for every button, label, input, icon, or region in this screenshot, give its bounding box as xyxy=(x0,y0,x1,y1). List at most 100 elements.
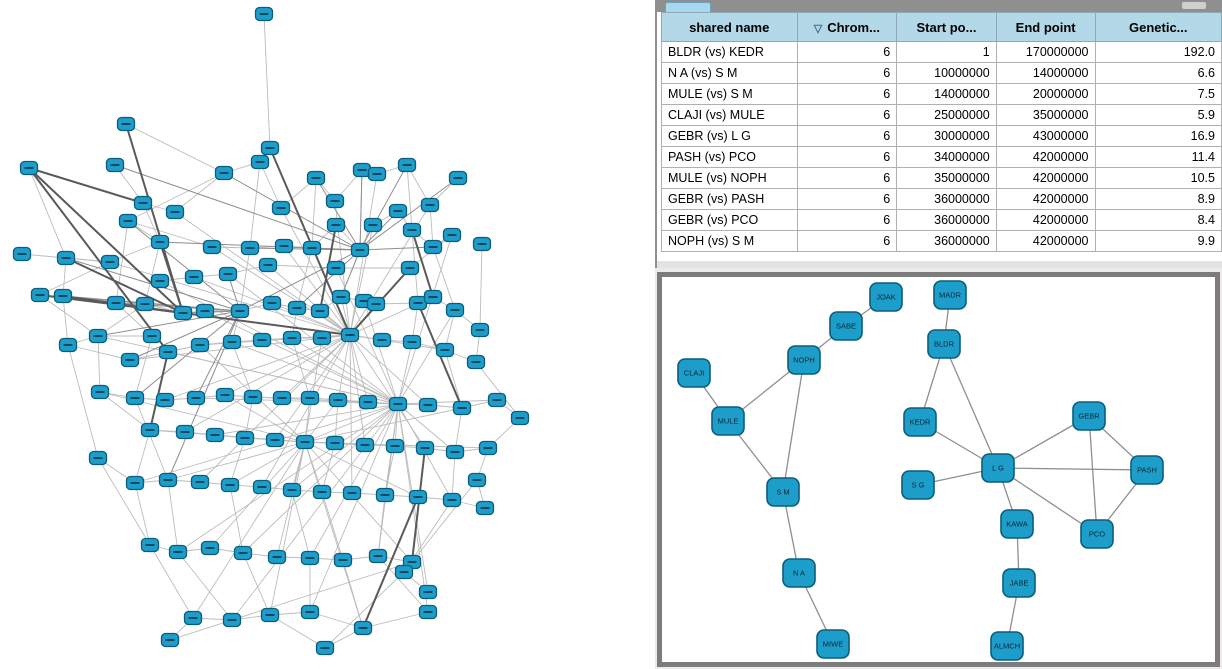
table-cell[interactable]: 36000000 xyxy=(896,230,997,252)
node-shape[interactable] xyxy=(1130,455,1164,485)
node-s-m[interactable]: S M xyxy=(766,477,800,507)
network-node[interactable] xyxy=(265,432,285,448)
node-shape[interactable] xyxy=(782,558,816,588)
network-node[interactable] xyxy=(472,236,492,252)
network-node[interactable] xyxy=(220,477,240,493)
network-node[interactable] xyxy=(190,474,210,490)
network-node[interactable] xyxy=(420,197,440,213)
network-node[interactable] xyxy=(140,537,160,553)
table-cell[interactable]: 35000000 xyxy=(995,104,1096,126)
network-node[interactable] xyxy=(120,352,140,368)
node-noph[interactable]: NOPH xyxy=(787,345,821,375)
network-node[interactable] xyxy=(135,296,155,312)
table-cell[interactable]: 9.9 xyxy=(1094,230,1222,252)
network-node[interactable] xyxy=(133,195,153,211)
node-kawa[interactable]: KAWA xyxy=(1000,509,1034,539)
network-node[interactable] xyxy=(30,287,50,303)
network-node[interactable] xyxy=(150,273,170,289)
network-node[interactable] xyxy=(125,475,145,491)
table-tab-fragment[interactable] xyxy=(665,2,711,12)
network-node[interactable] xyxy=(418,584,438,600)
network-node[interactable] xyxy=(262,295,282,311)
node-shape[interactable] xyxy=(829,311,863,341)
scrollbar-thumb[interactable] xyxy=(1182,2,1206,9)
network-node[interactable] xyxy=(200,540,220,556)
network-node[interactable] xyxy=(218,266,238,282)
network-node[interactable] xyxy=(267,549,287,565)
network-node[interactable] xyxy=(252,332,272,348)
table-cell[interactable]: 10.5 xyxy=(1094,167,1222,189)
table-cell[interactable]: 42000000 xyxy=(995,230,1096,252)
node-shape[interactable] xyxy=(711,406,745,436)
network-node[interactable] xyxy=(372,332,392,348)
node-pco[interactable]: PCO xyxy=(1080,519,1114,549)
network-node[interactable] xyxy=(155,392,175,408)
network-node[interactable] xyxy=(415,440,435,456)
network-node[interactable] xyxy=(400,260,420,276)
table-cell[interactable]: 6 xyxy=(796,230,898,252)
table-cell[interactable]: 20000000 xyxy=(995,83,1096,105)
network-node[interactable] xyxy=(184,269,204,285)
table-cell[interactable]: 8.4 xyxy=(1094,209,1222,231)
network-node[interactable] xyxy=(487,392,507,408)
network-node[interactable] xyxy=(158,344,178,360)
network-node[interactable] xyxy=(375,487,395,503)
network-node[interactable] xyxy=(342,485,362,501)
network-node[interactable] xyxy=(510,410,530,426)
node-gebr[interactable]: GEBR xyxy=(1072,401,1106,431)
network-node[interactable] xyxy=(222,612,242,628)
table-cell[interactable]: 16.9 xyxy=(1094,125,1222,147)
network-node[interactable] xyxy=(100,254,120,270)
table-cell[interactable]: PASH (vs) PCO xyxy=(661,146,798,168)
network-node[interactable] xyxy=(214,165,234,181)
table-cell[interactable]: 25000000 xyxy=(896,104,997,126)
network-node[interactable] xyxy=(287,300,307,316)
network-node[interactable] xyxy=(331,289,351,305)
table-row[interactable]: BLDR (vs) KEDR 6 1 170000000 192.0 xyxy=(661,41,1222,63)
table-cell[interactable]: MULE (vs) NOPH xyxy=(661,167,798,189)
network-node[interactable] xyxy=(12,246,32,262)
network-node[interactable] xyxy=(368,548,388,564)
node-shape[interactable] xyxy=(816,629,850,659)
network-node[interactable] xyxy=(467,472,487,488)
node-n-a[interactable]: N A xyxy=(782,558,816,588)
network-node[interactable] xyxy=(423,239,443,255)
node-claji[interactable]: CLAJI xyxy=(677,358,711,388)
node-shape[interactable] xyxy=(901,470,935,500)
node-kedr[interactable]: KEDR xyxy=(903,407,937,437)
node-pash[interactable]: PASH xyxy=(1130,455,1164,485)
table-row[interactable]: MULE (vs) NOPH 6 35000000 42000000 10.5 xyxy=(661,167,1222,189)
network-node[interactable] xyxy=(202,239,222,255)
table-cell[interactable]: 8.9 xyxy=(1094,188,1222,210)
network-node[interactable] xyxy=(394,564,414,580)
table-row[interactable]: GEBR (vs) PASH 6 36000000 42000000 8.9 xyxy=(661,188,1222,210)
node-bldr[interactable]: BLDR xyxy=(927,329,961,359)
network-node[interactable] xyxy=(442,227,462,243)
network-node[interactable] xyxy=(195,303,215,319)
table-cell[interactable]: 34000000 xyxy=(896,146,997,168)
table-cell[interactable]: 36000000 xyxy=(896,209,997,231)
network-node[interactable] xyxy=(252,479,272,495)
node-s-g[interactable]: S G xyxy=(901,470,935,500)
network-node[interactable] xyxy=(300,604,320,620)
node-mule[interactable]: MULE xyxy=(711,406,745,436)
network-node[interactable] xyxy=(274,238,294,254)
network-node[interactable] xyxy=(230,303,250,319)
network-node[interactable] xyxy=(160,632,180,648)
table-cell[interactable]: 10000000 xyxy=(896,62,997,84)
network-node[interactable] xyxy=(448,170,468,186)
table-row[interactable]: MULE (vs) S M 6 14000000 20000000 7.5 xyxy=(661,83,1222,105)
table-cell[interactable]: BLDR (vs) KEDR xyxy=(661,41,798,63)
network-node[interactable] xyxy=(397,157,417,173)
table-cell[interactable]: 35000000 xyxy=(896,167,997,189)
network-node[interactable] xyxy=(183,610,203,626)
network-node[interactable] xyxy=(272,390,292,406)
network-node[interactable] xyxy=(358,394,378,410)
table-cell[interactable]: GEBR (vs) L G xyxy=(661,125,798,147)
table-row[interactable]: GEBR (vs) PCO 6 36000000 42000000 8.4 xyxy=(661,209,1222,231)
network-node[interactable] xyxy=(300,390,320,406)
node-shape[interactable] xyxy=(787,345,821,375)
network-edge[interactable] xyxy=(997,467,1098,535)
table-cell[interactable]: GEBR (vs) PCO xyxy=(661,209,798,231)
table-cell[interactable]: 6 xyxy=(796,104,898,126)
